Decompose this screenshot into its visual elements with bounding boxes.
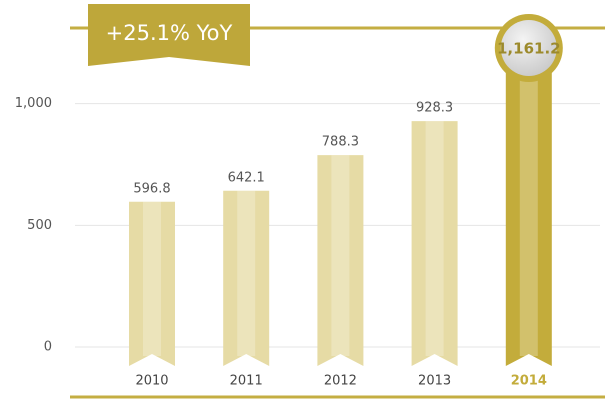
y-tick-label: 1,000	[15, 96, 52, 111]
y-tick-label: 500	[27, 218, 52, 233]
bar	[317, 155, 364, 366]
banner	[88, 4, 250, 66]
value-label: 788.3	[322, 135, 359, 150]
x-tick-label: 2011	[230, 374, 263, 389]
value-label: 596.8	[133, 181, 170, 196]
bar	[411, 121, 458, 366]
bar	[223, 190, 270, 366]
x-tick-label: 2014	[511, 374, 547, 389]
bar-stripe	[143, 201, 161, 356]
bar-stripe	[237, 190, 256, 356]
bar-stripe	[519, 64, 538, 356]
value-label: 928.3	[416, 101, 453, 116]
annotation: +25.1% YoY	[106, 21, 233, 45]
value-label: 642.1	[228, 170, 265, 185]
value-label: 1,161.2	[497, 40, 561, 58]
y-tick-label: 0	[44, 340, 52, 355]
x-tick-label: 2010	[135, 374, 168, 389]
bar-stripe	[331, 155, 350, 356]
bar-stripe	[425, 121, 444, 356]
x-tick-label: 2012	[324, 374, 357, 389]
badge	[500, 20, 557, 76]
bar	[505, 64, 552, 366]
bar	[129, 201, 175, 366]
x-tick-label: 2013	[418, 374, 451, 389]
